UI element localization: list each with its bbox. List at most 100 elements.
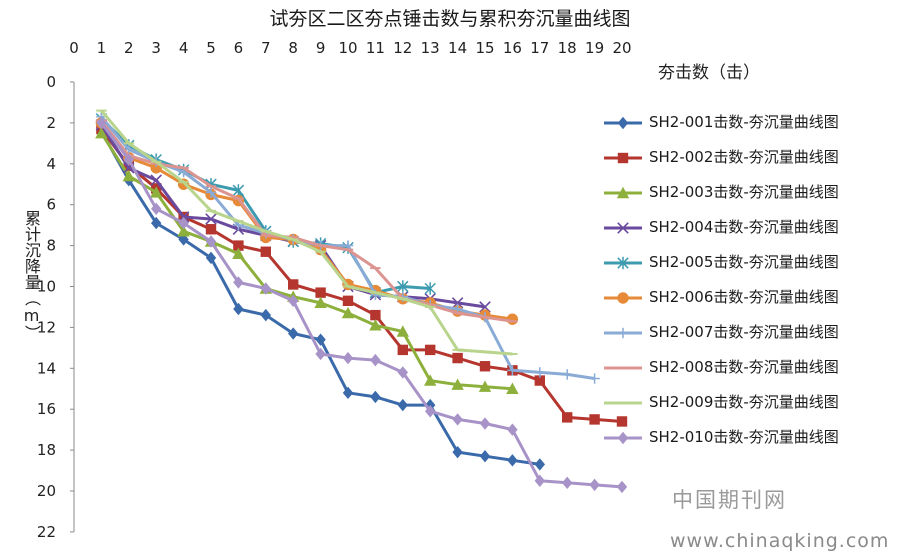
legend-swatch <box>604 292 642 304</box>
x-tick-label: 16 <box>503 39 522 57</box>
y-axis-label: 累计沉降量（m） <box>22 210 41 341</box>
data-point <box>177 225 190 237</box>
legend-swatch <box>604 152 642 164</box>
data-point <box>260 308 271 322</box>
data-point <box>424 282 436 295</box>
data-point <box>260 282 271 295</box>
data-point <box>479 450 491 463</box>
x-tick-label: 9 <box>316 39 326 57</box>
legend-swatch <box>604 116 642 130</box>
data-point <box>288 279 299 290</box>
series-line <box>100 119 513 323</box>
legend-marker <box>617 152 629 164</box>
data-point <box>341 306 355 319</box>
legend-swatch <box>604 431 642 445</box>
data-point <box>342 351 354 365</box>
y-tick-label: 2 <box>46 114 56 132</box>
data-point <box>95 126 108 139</box>
series-line <box>100 132 513 391</box>
data-point <box>479 361 491 372</box>
data-point <box>233 240 244 251</box>
legend-item: SH2-007击数-夯沉量曲线图 <box>600 318 900 348</box>
legend-label: SH2-002击数-夯沉量曲线图 <box>649 148 839 166</box>
data-point <box>534 458 545 471</box>
data-point <box>370 353 381 367</box>
x-tick-label: 11 <box>366 39 385 57</box>
series-7 <box>96 111 600 384</box>
data-point <box>397 344 408 356</box>
data-point <box>397 366 408 379</box>
legend-marker <box>617 431 629 445</box>
data-point <box>205 187 217 198</box>
series-5 <box>95 112 436 299</box>
data-point <box>534 367 545 378</box>
x-tick-label: 19 <box>585 39 604 57</box>
x-tick-label: 4 <box>179 39 189 57</box>
legend-label: SH2-004击数-夯沉量曲线图 <box>649 218 839 236</box>
legend-marker <box>617 327 629 339</box>
series-10 <box>96 116 628 494</box>
data-point <box>451 378 464 390</box>
x-tick-label: 20 <box>612 39 631 57</box>
legend-marker <box>617 116 629 130</box>
legend-item: SH2-009击数-夯沉量曲线图 <box>600 388 900 418</box>
series-1 <box>96 124 545 471</box>
legend-label: SH2-005击数-夯沉量曲线图 <box>649 253 839 271</box>
data-point <box>123 153 134 166</box>
x-tick-label: 1 <box>97 39 107 57</box>
data-point <box>478 380 492 392</box>
legend-swatch <box>604 327 642 339</box>
data-point <box>205 213 217 225</box>
x-tick-label: 7 <box>261 39 271 57</box>
data-point <box>233 276 244 289</box>
data-point <box>315 333 326 346</box>
legend-item: SH2-002击数-夯沉量曲线图 <box>600 143 900 173</box>
data-point <box>151 216 162 230</box>
legend-swatch <box>604 401 642 405</box>
data-point <box>342 386 354 400</box>
x-tick-label: 2 <box>124 39 134 57</box>
legend-marker <box>617 222 629 234</box>
legend-label: SH2-006击数-夯沉量曲线图 <box>649 288 839 306</box>
data-point <box>507 365 518 376</box>
data-point <box>589 373 600 384</box>
x-tick-label: 17 <box>530 39 549 57</box>
data-point <box>562 369 573 380</box>
data-point <box>232 184 245 197</box>
data-point <box>451 297 464 309</box>
legend-swatch <box>604 222 642 234</box>
series-9 <box>96 109 518 356</box>
x-tick-label: 14 <box>448 39 467 57</box>
data-point <box>534 474 545 487</box>
legend-swatch <box>604 256 642 270</box>
data-point <box>342 295 354 307</box>
data-point <box>589 414 600 425</box>
data-point <box>205 251 217 265</box>
data-point <box>260 246 271 257</box>
legend-item: SH2-005击数-夯沉量曲线图 <box>600 248 900 278</box>
data-point <box>479 417 491 430</box>
data-point <box>424 374 437 386</box>
data-point <box>506 382 519 394</box>
data-point <box>425 344 436 356</box>
data-point <box>205 235 217 248</box>
x-tick-label: 15 <box>475 39 494 57</box>
legend-marker <box>616 186 630 199</box>
data-point <box>178 216 189 230</box>
data-point <box>232 247 245 259</box>
data-point <box>315 287 326 298</box>
y-tick-label: 14 <box>37 359 56 377</box>
y-tick-label: 18 <box>37 441 56 459</box>
x-tick-label: 13 <box>421 39 440 57</box>
y-tick-label: 10 <box>37 278 56 296</box>
legend-label: SH2-010击数-夯沉量曲线图 <box>649 428 839 446</box>
watermark-url: www.chinaqking.com <box>670 530 890 552</box>
y-tick-label: 0 <box>46 73 56 91</box>
data-point <box>616 416 628 427</box>
x-tick-label: 5 <box>206 39 216 57</box>
legend-label: SH2-001击数-夯沉量曲线图 <box>649 113 839 131</box>
series-line <box>100 122 623 489</box>
legend-label: SH2-003击数-夯沉量曲线图 <box>649 183 839 201</box>
